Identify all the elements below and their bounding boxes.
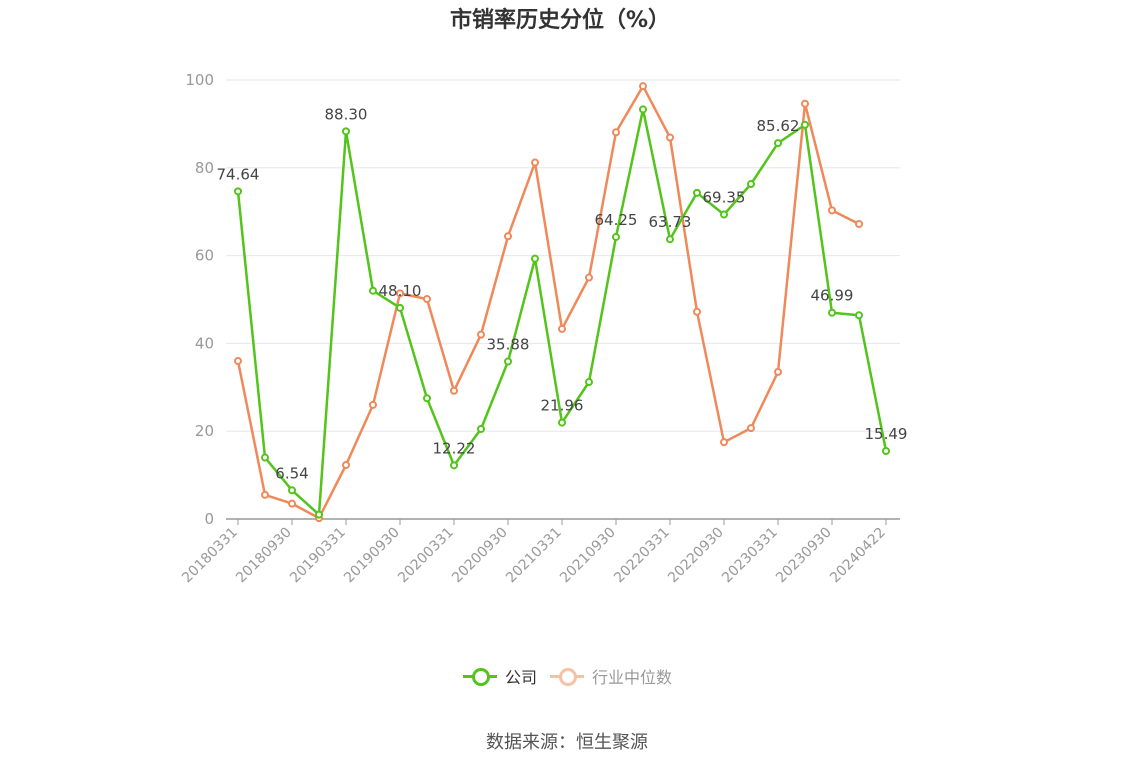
- data-point-company: [666, 235, 674, 244]
- data-point-company: [477, 425, 485, 434]
- data-point-industry: [693, 307, 701, 316]
- data-label-company: 85.62: [757, 117, 800, 135]
- data-point-industry: [531, 158, 539, 167]
- y-tick-label: 100: [185, 71, 214, 89]
- x-tick-label: 20220930: [665, 525, 727, 587]
- x-tick-label: 20200331: [395, 525, 457, 587]
- data-point-company: [585, 378, 593, 387]
- data-point-company: [612, 232, 620, 241]
- y-tick-label: 0: [204, 510, 214, 528]
- data-label-company: 21.96: [541, 397, 584, 415]
- data-point-industry: [720, 438, 728, 447]
- data-point-company: [558, 418, 566, 427]
- data-point-company: [693, 188, 701, 197]
- data-point-industry: [288, 499, 296, 508]
- x-tick-label: 20210930: [557, 525, 619, 587]
- data-point-company: [774, 139, 782, 148]
- data-point-industry: [504, 232, 512, 241]
- data-label-company: 69.35: [703, 189, 746, 207]
- data-point-company: [396, 303, 404, 312]
- data-point-industry: [450, 386, 458, 395]
- series-lines: [234, 82, 890, 523]
- y-tick-label: 80: [195, 159, 214, 177]
- data-point-industry: [369, 400, 377, 409]
- data-point-company: [882, 446, 890, 455]
- data-label-company: 12.22: [433, 439, 476, 457]
- data-point-company: [747, 180, 755, 189]
- x-tick-label: 20210331: [503, 525, 565, 587]
- x-tick-label: 20190930: [341, 525, 403, 587]
- series-line-company: [236, 108, 888, 516]
- data-label-company: 6.54: [275, 464, 308, 482]
- x-tick-label: 20180930: [233, 525, 295, 587]
- legend-line-marker-icon: [550, 666, 584, 686]
- x-tick-label: 20200930: [449, 525, 511, 587]
- axes: 0 20 40 60 80 100 2018033120180930201903312019…: [179, 71, 900, 586]
- series-line-industry: [236, 84, 860, 520]
- data-point-company: [423, 394, 431, 403]
- x-tick-label: 20230930: [773, 525, 835, 587]
- data-point-company: [234, 187, 242, 196]
- data-point-company: [801, 120, 809, 129]
- data-point-company: [828, 308, 836, 317]
- data-label-company: 35.88: [487, 335, 530, 353]
- data-point-company: [639, 105, 647, 114]
- x-tick-label: 20190331: [287, 525, 349, 587]
- legend-item-industry[interactable]: 行业中位数: [550, 664, 672, 688]
- data-point-industry: [558, 324, 566, 333]
- x-tick-label: 20240422: [827, 525, 889, 587]
- data-point-industry: [747, 424, 755, 433]
- data-labels: 74.64 6.54 88.30 48.10 12.22 35.88 21.96 64.25 6…: [217, 105, 908, 482]
- data-label-company: 15.49: [865, 425, 908, 443]
- data-point-industry: [585, 273, 593, 282]
- legend-label-industry: 行业中位数: [592, 668, 673, 687]
- y-tick-label: 60: [195, 247, 214, 265]
- data-point-company: [315, 510, 323, 519]
- x-tick-label: 20220331: [611, 525, 673, 587]
- source-note: 数据来源：恒生聚源: [486, 732, 648, 753]
- data-point-industry: [423, 295, 431, 304]
- data-label-company: 63.73: [649, 213, 692, 231]
- data-point-industry: [828, 206, 836, 215]
- y-tick-label: 40: [195, 334, 214, 352]
- data-point-industry: [774, 367, 782, 376]
- data-label-company: 74.64: [217, 165, 260, 183]
- data-point-industry: [477, 330, 485, 339]
- legend-line-marker-icon: [463, 666, 497, 686]
- x-tick-label: 20230331: [719, 525, 781, 587]
- data-point-company: [450, 461, 458, 470]
- data-label-company: 64.25: [595, 211, 638, 229]
- legend-label-company: 公司: [505, 668, 538, 687]
- data-point-company: [342, 127, 350, 136]
- data-point-industry: [855, 219, 863, 228]
- data-point-company: [855, 311, 863, 320]
- data-point-company: [720, 210, 728, 219]
- legend-item-company[interactable]: 公司: [463, 664, 537, 688]
- data-point-industry: [639, 82, 647, 91]
- data-point-company: [369, 286, 377, 295]
- y-tick-label: 20: [195, 422, 214, 440]
- data-point-industry: [612, 128, 620, 137]
- data-point-industry: [666, 133, 674, 142]
- data-point-industry: [234, 356, 242, 365]
- data-label-company: 88.30: [325, 105, 368, 123]
- data-point-industry: [342, 461, 350, 470]
- chart-title: 市销率历史分位（%）: [449, 8, 671, 33]
- data-point-industry: [396, 289, 404, 298]
- data-point-company: [261, 453, 269, 462]
- data-point-company: [504, 357, 512, 366]
- data-label-company: 46.99: [811, 287, 854, 305]
- data-label-company: 48.10: [379, 282, 422, 300]
- data-point-industry: [801, 99, 809, 108]
- x-tick-label: 20180331: [179, 525, 241, 587]
- data-point-company: [531, 254, 539, 263]
- data-point-industry: [261, 490, 269, 499]
- data-point-company: [288, 486, 296, 495]
